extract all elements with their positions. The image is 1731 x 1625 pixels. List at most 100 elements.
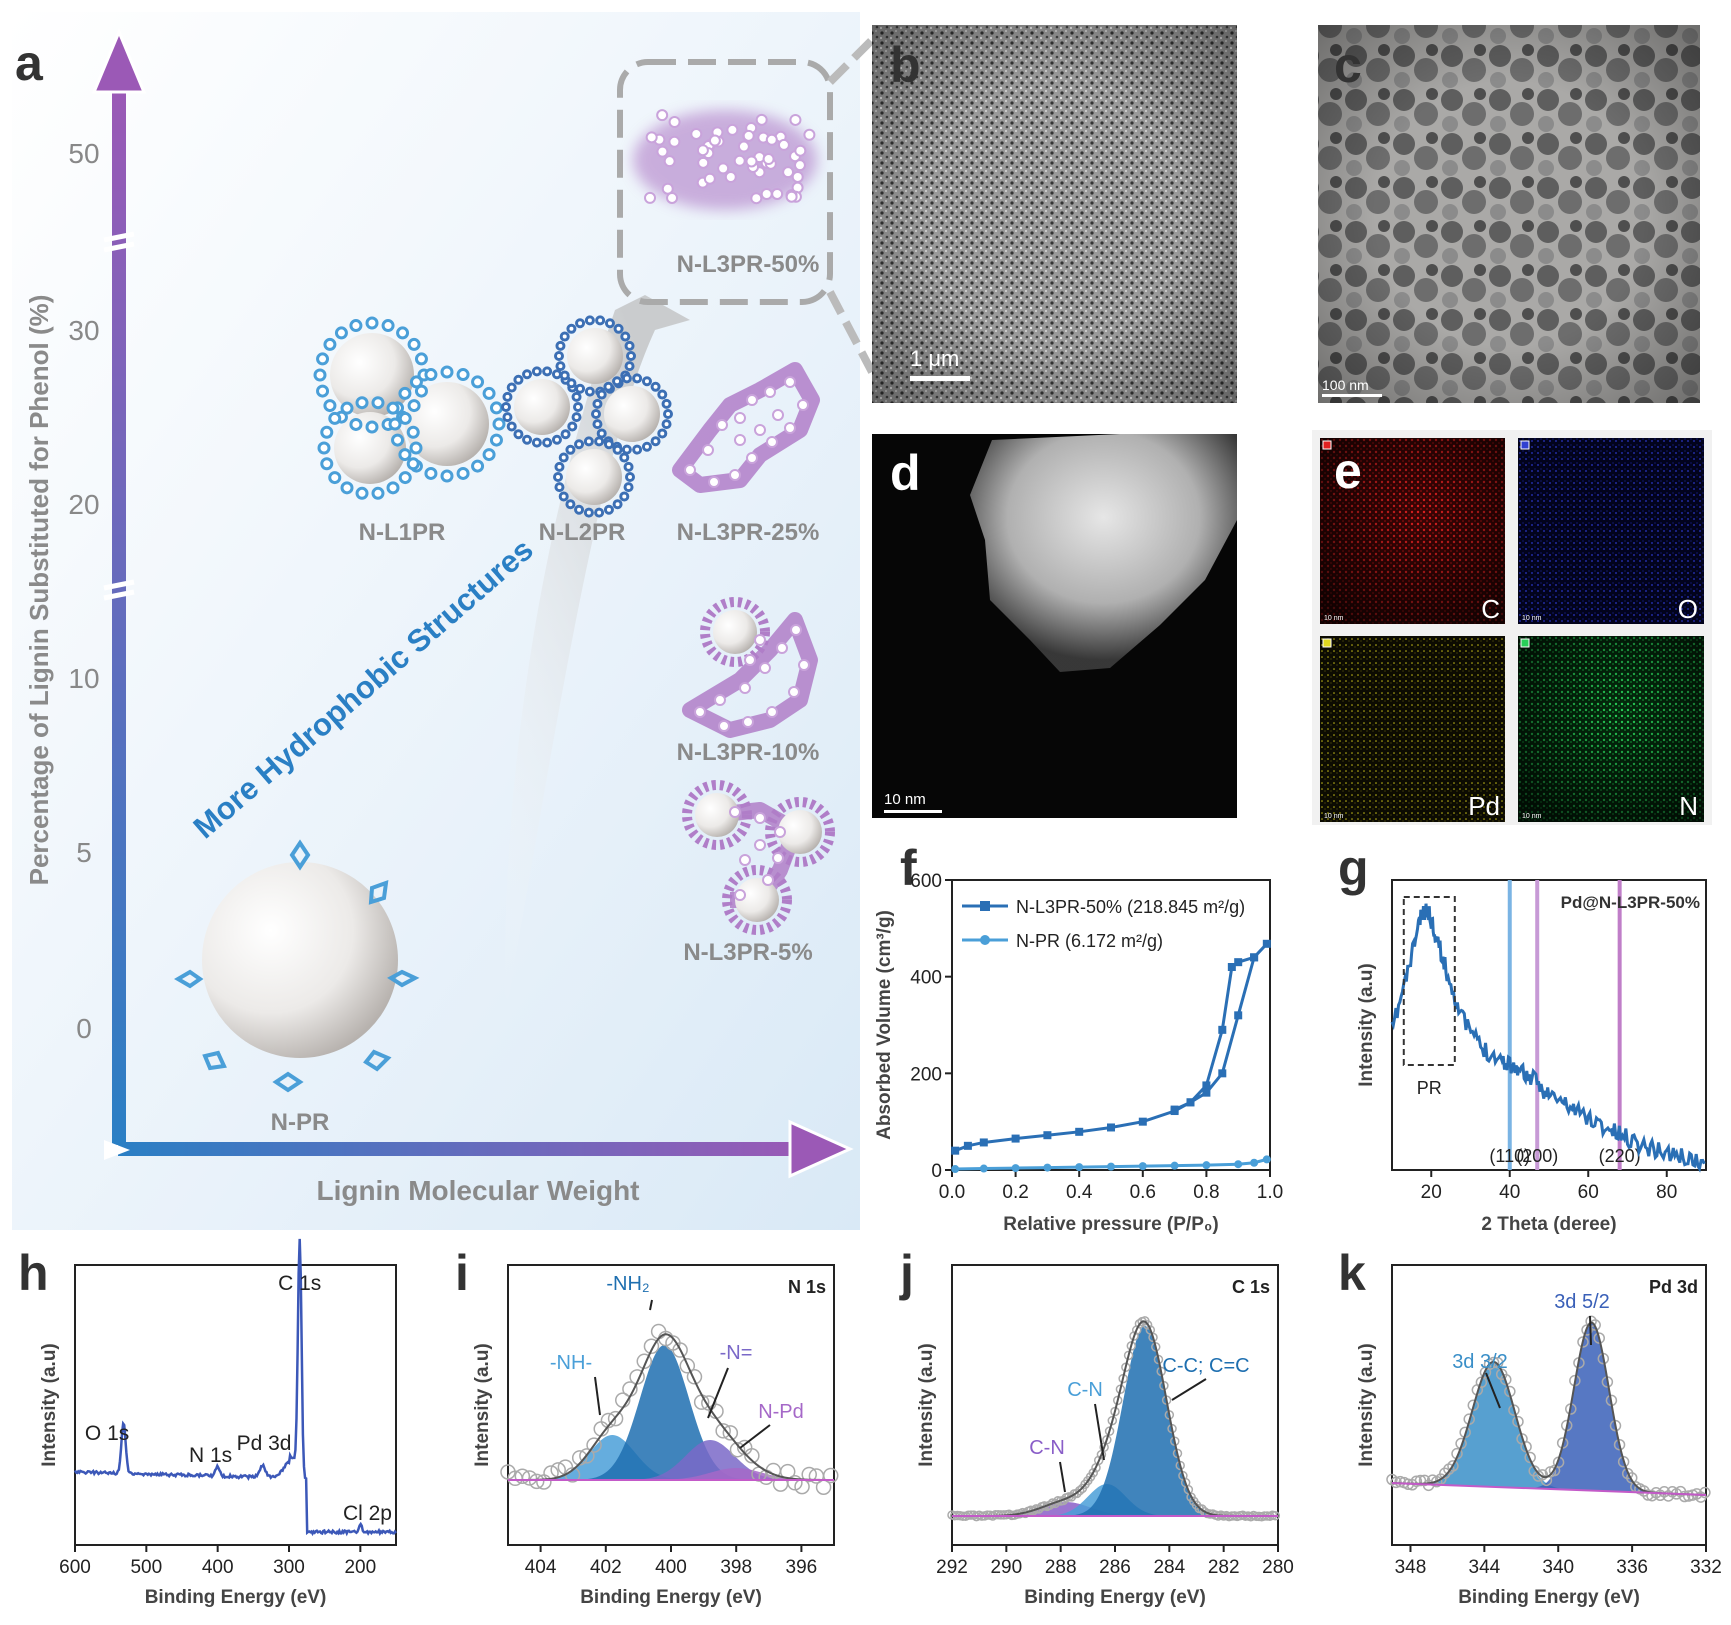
data-point <box>1250 1158 1259 1167</box>
x-tick-label: 292 <box>936 1557 968 1578</box>
nanodot <box>694 706 706 718</box>
surface-group <box>623 482 634 493</box>
data-point <box>1075 1127 1084 1136</box>
component-label: C-N <box>1067 1379 1103 1401</box>
scale-text-d: 10 nm <box>884 791 926 808</box>
nanodot <box>777 138 790 151</box>
surface-group <box>489 433 503 447</box>
surface-group <box>621 373 632 384</box>
component-label: 3d 5/2 <box>1554 1291 1610 1313</box>
eds-map-pd: Pd 10 nm <box>1320 636 1505 822</box>
x-tick-label: 0.2 <box>1002 1182 1028 1203</box>
surface-group <box>502 412 513 423</box>
raw-data-point <box>1613 1438 1626 1451</box>
peak-label: Cl 2p <box>343 1502 392 1525</box>
scale-bar-d <box>884 810 942 813</box>
nanodot <box>708 476 720 488</box>
nanodot <box>745 155 758 168</box>
nanodot <box>644 191 657 204</box>
raw-data-point <box>1682 1490 1695 1502</box>
surface-group <box>621 444 632 455</box>
series-line <box>954 942 1268 1153</box>
surface-group <box>320 425 334 439</box>
panel-a: a 0 5 10 20 30 50 Percentage of Lignin S… <box>12 12 876 1230</box>
component-label: C-C; C=C <box>1162 1355 1249 1377</box>
surface-group <box>565 444 576 455</box>
surface-group <box>559 370 570 381</box>
surface-group <box>592 419 603 430</box>
raw-data-point <box>686 1369 703 1385</box>
data-point <box>951 1165 960 1174</box>
nanodot <box>765 133 778 146</box>
stem-particle <box>970 434 1237 672</box>
nanodot <box>750 192 763 205</box>
data-point <box>1170 1161 1179 1170</box>
nanodot <box>754 424 766 436</box>
scale-bar-c <box>1322 394 1382 397</box>
raw-data-point <box>521 1470 538 1486</box>
surface-group <box>554 482 565 493</box>
surface-group <box>571 391 582 402</box>
surface-group <box>663 409 673 419</box>
surface-group <box>513 374 524 385</box>
raw-data-point <box>514 1468 531 1485</box>
surface-group <box>542 366 553 377</box>
data-point <box>1170 1105 1179 1114</box>
y-axis-arrow-shaft <box>112 90 126 1145</box>
surface-group <box>349 319 363 333</box>
surface-group <box>657 428 668 439</box>
surface-group <box>323 399 337 413</box>
panel-b: b 1 μm <box>872 25 1237 403</box>
y-tick-label: 400 <box>910 968 942 989</box>
panel-c: c 100 nm <box>1318 25 1700 403</box>
surface-group <box>584 315 595 326</box>
surface-group <box>566 323 577 334</box>
surface-group <box>355 396 369 410</box>
scale-bar-b <box>910 376 970 381</box>
survey-spectrum <box>73 1238 397 1537</box>
panel-label-e: e <box>1334 443 1362 499</box>
surface-group <box>506 421 517 432</box>
data-point <box>1202 1081 1211 1090</box>
x-tick-label: 280 <box>1262 1557 1294 1578</box>
peak-label: N 1s <box>189 1444 232 1467</box>
x-tick-label: 60 <box>1578 1182 1599 1203</box>
surface-group <box>613 323 624 334</box>
surface-group <box>567 421 578 432</box>
raw-data-point <box>1142 1320 1153 1330</box>
nanodot <box>734 412 746 424</box>
surface-group <box>661 398 672 409</box>
nanodot <box>703 172 716 185</box>
surface-group <box>619 452 630 463</box>
data-point <box>1218 1025 1227 1034</box>
nanodot <box>762 153 775 166</box>
x-tick-label: 344 <box>1469 1557 1501 1578</box>
fit-component <box>952 1326 1278 1516</box>
nanodot <box>742 129 755 142</box>
x-tick-label: 0.4 <box>1066 1182 1093 1203</box>
nanodot <box>776 642 788 654</box>
surface-group <box>355 486 369 500</box>
surface-group <box>531 437 542 448</box>
data-point <box>979 1164 988 1173</box>
eds-map-c: C 10 nm <box>1320 438 1505 624</box>
data-point <box>1138 1117 1147 1126</box>
data-point <box>963 1141 972 1150</box>
raw-data-point <box>729 1441 746 1458</box>
label-n-l1pr: N-L1PR <box>359 519 446 546</box>
x-tick-label: 398 <box>720 1557 752 1578</box>
xrd-pattern <box>1390 903 1706 1173</box>
n-l3pr-5-particle <box>682 780 835 935</box>
data-point <box>1075 1163 1084 1172</box>
raw-data-point <box>1148 1332 1158 1343</box>
surface-group <box>313 368 327 382</box>
surface-group <box>328 411 342 425</box>
x-tick-label: 288 <box>1045 1557 1077 1578</box>
data-point <box>1262 1155 1271 1164</box>
nanodot <box>760 188 773 201</box>
raw-data-point <box>1410 1475 1423 1488</box>
surface-group <box>623 461 634 472</box>
surface-group <box>558 452 569 463</box>
surface-group <box>555 340 566 351</box>
surface-group <box>531 366 542 377</box>
